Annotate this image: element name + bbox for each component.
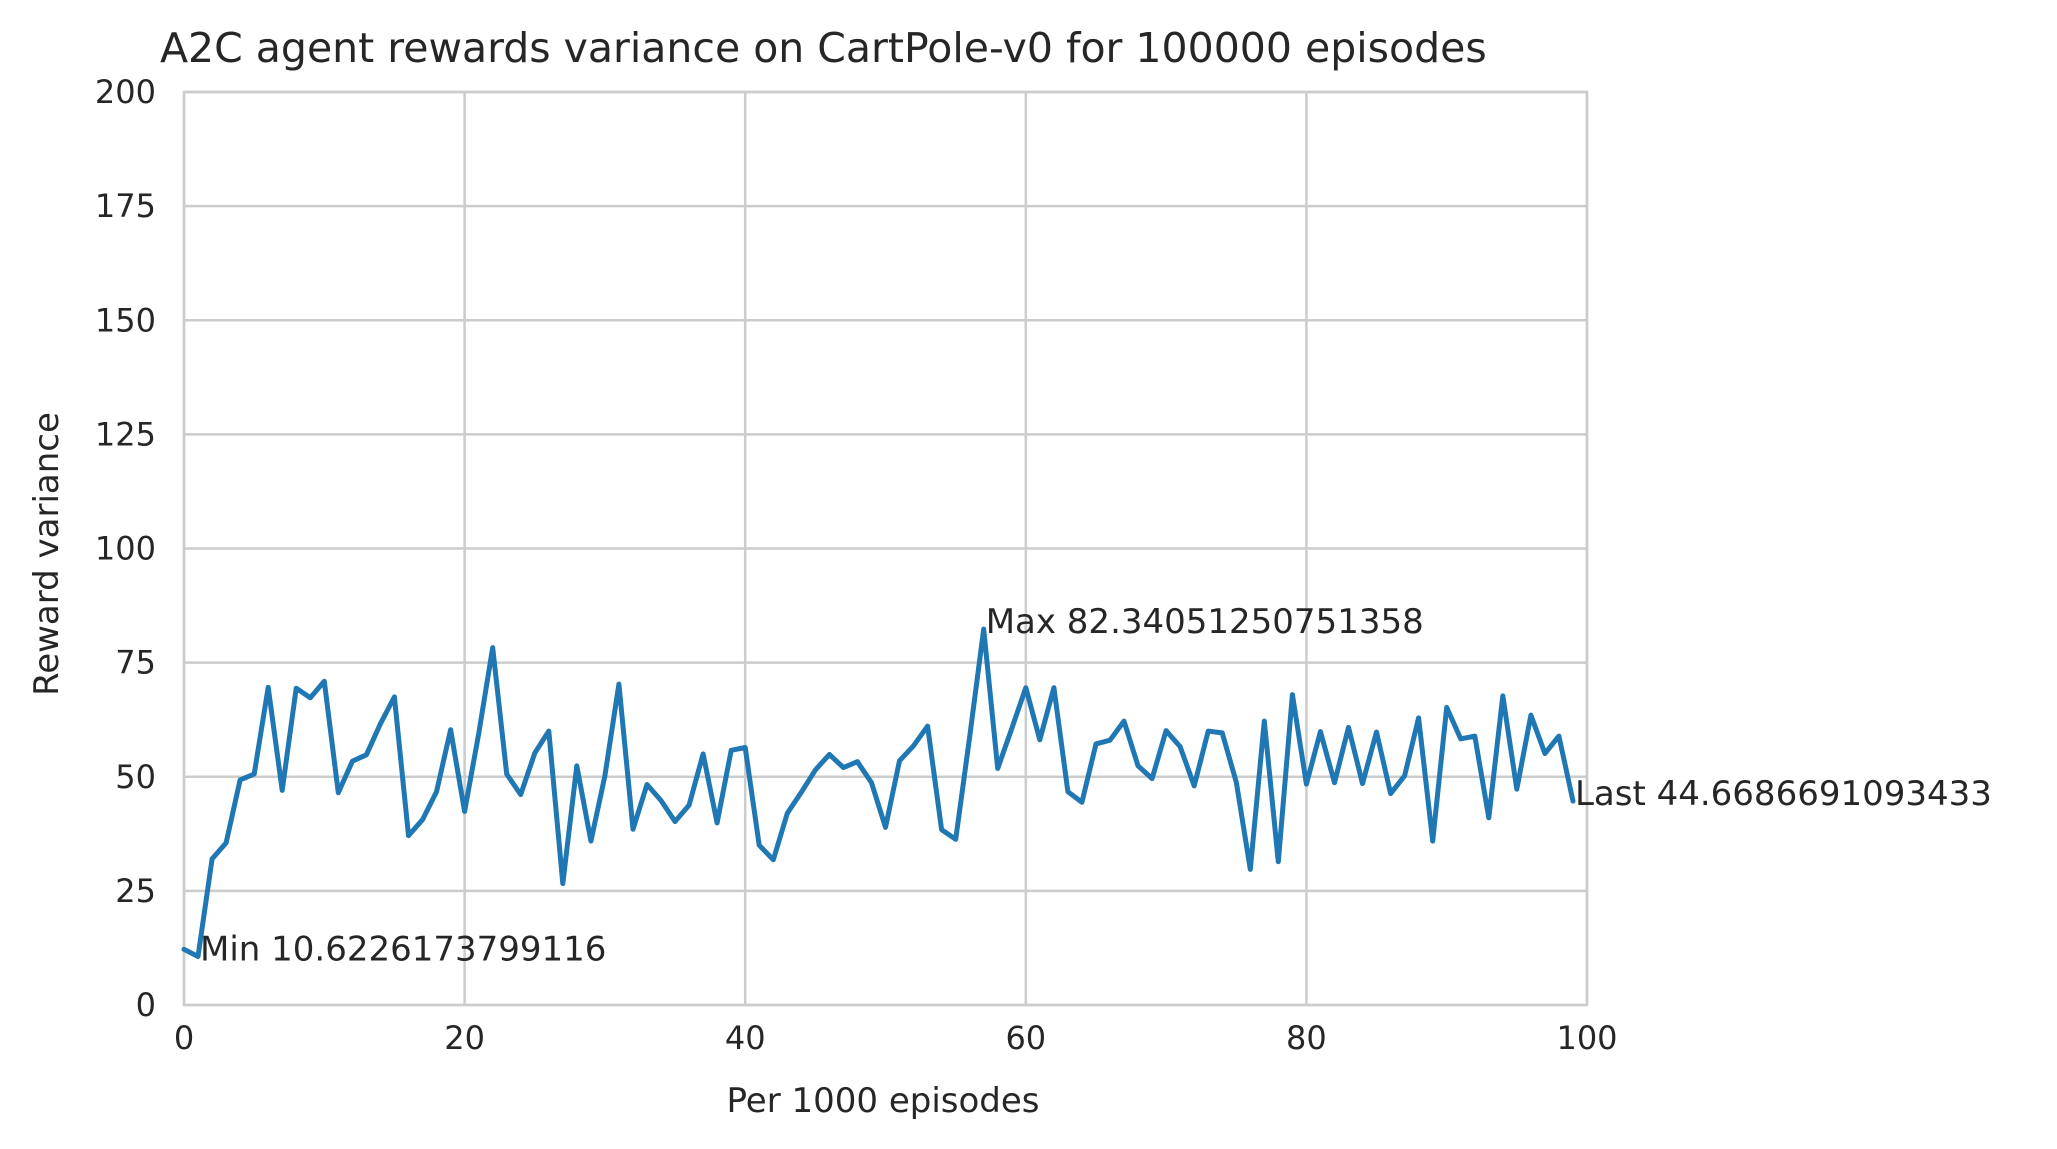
- y-tick-label: 25: [115, 872, 156, 910]
- series-line: [181, 626, 1576, 959]
- y-axis-label: Reward variance: [27, 412, 67, 696]
- series-group: [181, 626, 1576, 959]
- x-tick-label: 20: [444, 1019, 485, 1057]
- x-tick-label: 60: [1005, 1019, 1046, 1057]
- y-tick-label: 0: [136, 986, 156, 1024]
- y-tick-label: 200: [95, 73, 156, 111]
- x-tick-label: 0: [174, 1019, 194, 1057]
- y-tick-label: 75: [115, 644, 156, 682]
- x-tick-label: 100: [1556, 1019, 1617, 1057]
- y-tick-label: 125: [95, 415, 156, 453]
- y-tick-labels: 0 25 50 75 100 125 150 175 200: [95, 73, 156, 1024]
- y-gridlines: [184, 90, 1587, 1007]
- y-tick-label: 150: [95, 301, 156, 339]
- annotation-label: Min 10.6226173799116: [200, 930, 606, 970]
- x-axis-label: Per 1000 episodes: [726, 1081, 1039, 1121]
- annotation-label: Last 44.6686691093433: [1575, 774, 1992, 814]
- plot-frame: [182, 90, 1589, 1007]
- annotation-label: Max 82.34051250751358: [986, 602, 1424, 642]
- y-tick-label: 50: [115, 758, 156, 796]
- x-tick-label: 80: [1286, 1019, 1327, 1057]
- x-tick-labels: 0 20 40 60 80 100: [174, 1019, 1618, 1057]
- y-tick-label: 100: [95, 530, 156, 568]
- y-tick-label: 175: [95, 187, 156, 225]
- x-tick-label: 40: [725, 1019, 766, 1057]
- chart-title: A2C agent rewards variance on CartPole-v…: [160, 24, 1487, 72]
- annotations: Min 10.6226173799116 Max 82.3405125075135…: [200, 602, 1992, 969]
